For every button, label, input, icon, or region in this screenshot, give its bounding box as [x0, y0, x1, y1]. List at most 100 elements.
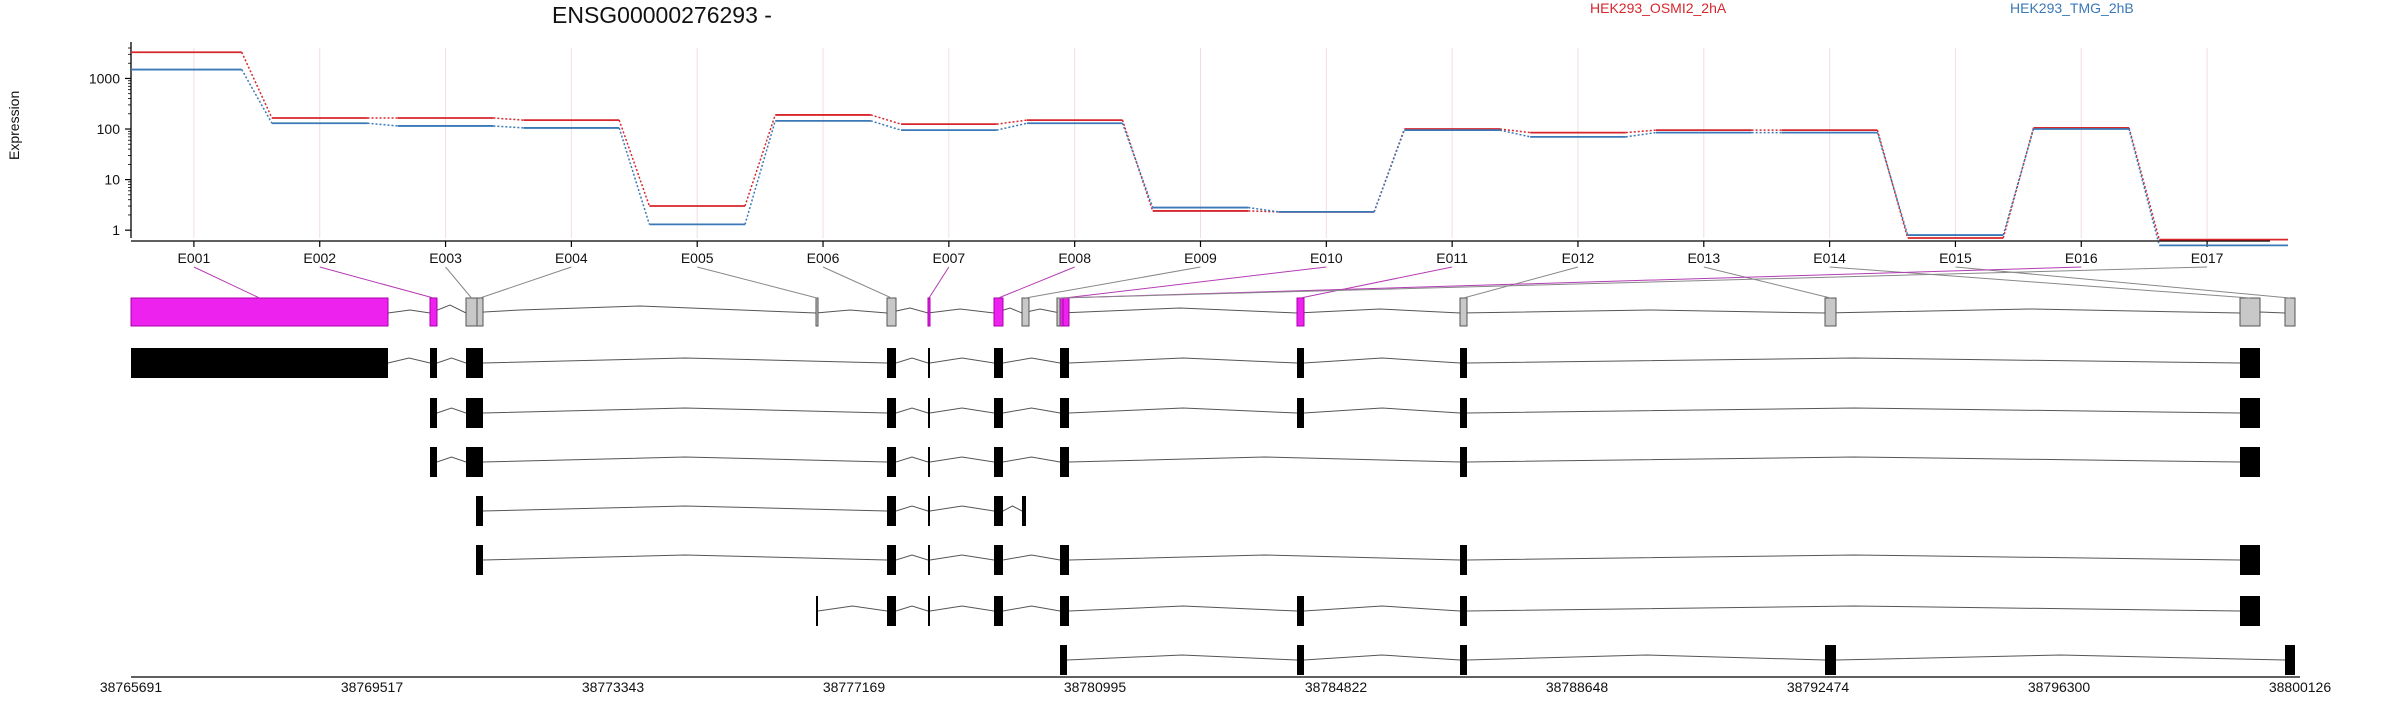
- transcript-exon: [887, 545, 896, 575]
- transcript-exon: [1460, 398, 1467, 428]
- exon-connector: [1064, 266, 1327, 299]
- genomic-tick-label: 38765691: [100, 679, 163, 695]
- transcript-exon: [1297, 596, 1304, 626]
- x-tick-label-exon: E001: [178, 250, 211, 266]
- transcript-exon: [1460, 645, 1467, 675]
- exon-box: [476, 297, 484, 327]
- transcript-exon: [928, 596, 930, 626]
- transcript-exon: [928, 545, 930, 575]
- series-a-connector: [870, 114, 902, 125]
- transcript-exon: [1060, 596, 1069, 626]
- transcript-exon: [928, 496, 930, 526]
- exon-box: [886, 297, 897, 327]
- exon-box: [2284, 297, 2296, 327]
- transcript-exon: [816, 596, 818, 626]
- genomic-tick-label: 38777169: [823, 679, 886, 695]
- series-b-connector: [1876, 132, 1909, 236]
- exon-box: [429, 297, 438, 327]
- exon-connector: [928, 266, 950, 299]
- series-a-connector: [1625, 129, 1657, 134]
- series-b-connector: [996, 122, 1028, 131]
- y-tick-label: 1000: [89, 70, 120, 86]
- transcript-intron: [482, 554, 2241, 561]
- gene-title: ENSG00000276293 -: [552, 2, 772, 28]
- x-tick-label-exon: E008: [1058, 250, 1091, 266]
- transcript-exon: [928, 447, 930, 477]
- x-tick-label-exon: E010: [1310, 250, 1343, 266]
- series-b-connector: [1121, 123, 1154, 208]
- transcript-exon: [1060, 348, 1069, 378]
- transcript-exon: [1060, 545, 1069, 575]
- transcript-exon: [430, 398, 437, 428]
- transcript-exon: [994, 545, 1003, 575]
- genomic-tick-label: 38769517: [341, 679, 404, 695]
- transcript-exon: [887, 447, 896, 477]
- transcript-exon: [994, 596, 1003, 626]
- x-tick-label-exon: E007: [933, 250, 966, 266]
- series-b-connector: [1499, 129, 1531, 138]
- exon-connector: [193, 266, 260, 299]
- genomic-tick-label: 38796300: [2028, 679, 2091, 695]
- transcript-exon: [2285, 645, 2295, 675]
- genomic-tick-label: 38800126: [2269, 679, 2332, 695]
- series-a-connector: [2128, 127, 2160, 240]
- exon-connector: [1058, 266, 2208, 299]
- series-b-connector: [618, 127, 651, 225]
- exon-box: [1459, 297, 1468, 327]
- transcript-exon: [476, 545, 483, 575]
- exon-connector: [1463, 266, 1579, 299]
- transcript-exon: [466, 398, 483, 428]
- series-a-connector: [1499, 128, 1531, 134]
- exon-connector: [1025, 266, 1201, 299]
- x-tick-label-exon: E005: [681, 250, 714, 266]
- exon-box: [465, 297, 478, 327]
- series-b-connector: [870, 120, 902, 131]
- transcript-exon: [994, 447, 1003, 477]
- y-tick-label: 100: [97, 121, 121, 137]
- x-tick-label-exon: E016: [2065, 250, 2098, 266]
- genomic-tick-label: 38780995: [1064, 679, 1127, 695]
- transcript-exon: [994, 496, 1003, 526]
- transcript-exon: [1460, 348, 1467, 378]
- exon-connector: [445, 266, 472, 299]
- series-b-connector: [2128, 128, 2161, 246]
- transcript-exon: [2240, 348, 2260, 378]
- transcript-exon: [1060, 447, 1069, 477]
- genomic-tick-label: 38773343: [582, 679, 645, 695]
- exon-box: [993, 297, 1004, 327]
- transcript-exon: [1460, 545, 1467, 575]
- transcript-exon: [1460, 447, 1467, 477]
- legend-series-a: HEK293_OSMI2_2hA: [1590, 0, 1727, 16]
- transcript-exon: [430, 348, 437, 378]
- exon-box: [1021, 297, 1030, 327]
- transcript-exon: [131, 348, 388, 378]
- transcript-exon: [1825, 645, 1836, 675]
- transcript-exon: [994, 348, 1003, 378]
- transcript-exon: [430, 447, 437, 477]
- x-tick-label-exon: E013: [1687, 250, 1720, 266]
- x-tick-label-exon: E011: [1436, 250, 1468, 266]
- x-tick-label-exon: E006: [807, 250, 840, 266]
- transcript-exon: [2240, 596, 2260, 626]
- exon-connector: [697, 266, 818, 299]
- series-b-connector: [493, 125, 524, 129]
- series-b-connector: [1373, 129, 1406, 213]
- x-tick-label-exon: E002: [303, 250, 336, 266]
- transcript-intron: [482, 505, 1023, 512]
- x-tick-label-exon: E004: [555, 250, 588, 266]
- y-tick-label: 10: [104, 172, 120, 188]
- transcript-exon: [1060, 398, 1069, 428]
- transcript-exon: [1022, 496, 1026, 526]
- legend-series-b: HEK293_TMG_2hB: [2010, 0, 2134, 16]
- intron-line: [387, 304, 2286, 314]
- transcript-exon: [887, 348, 896, 378]
- series-a-connector: [493, 117, 524, 121]
- x-tick-label-exon: E014: [1813, 250, 1846, 266]
- y-axis-label: Expression: [6, 90, 22, 160]
- transcript-intron: [387, 357, 2241, 364]
- transcript-exon: [887, 596, 896, 626]
- x-tick-label-exon: E003: [429, 250, 462, 266]
- transcript-exon: [994, 398, 1003, 428]
